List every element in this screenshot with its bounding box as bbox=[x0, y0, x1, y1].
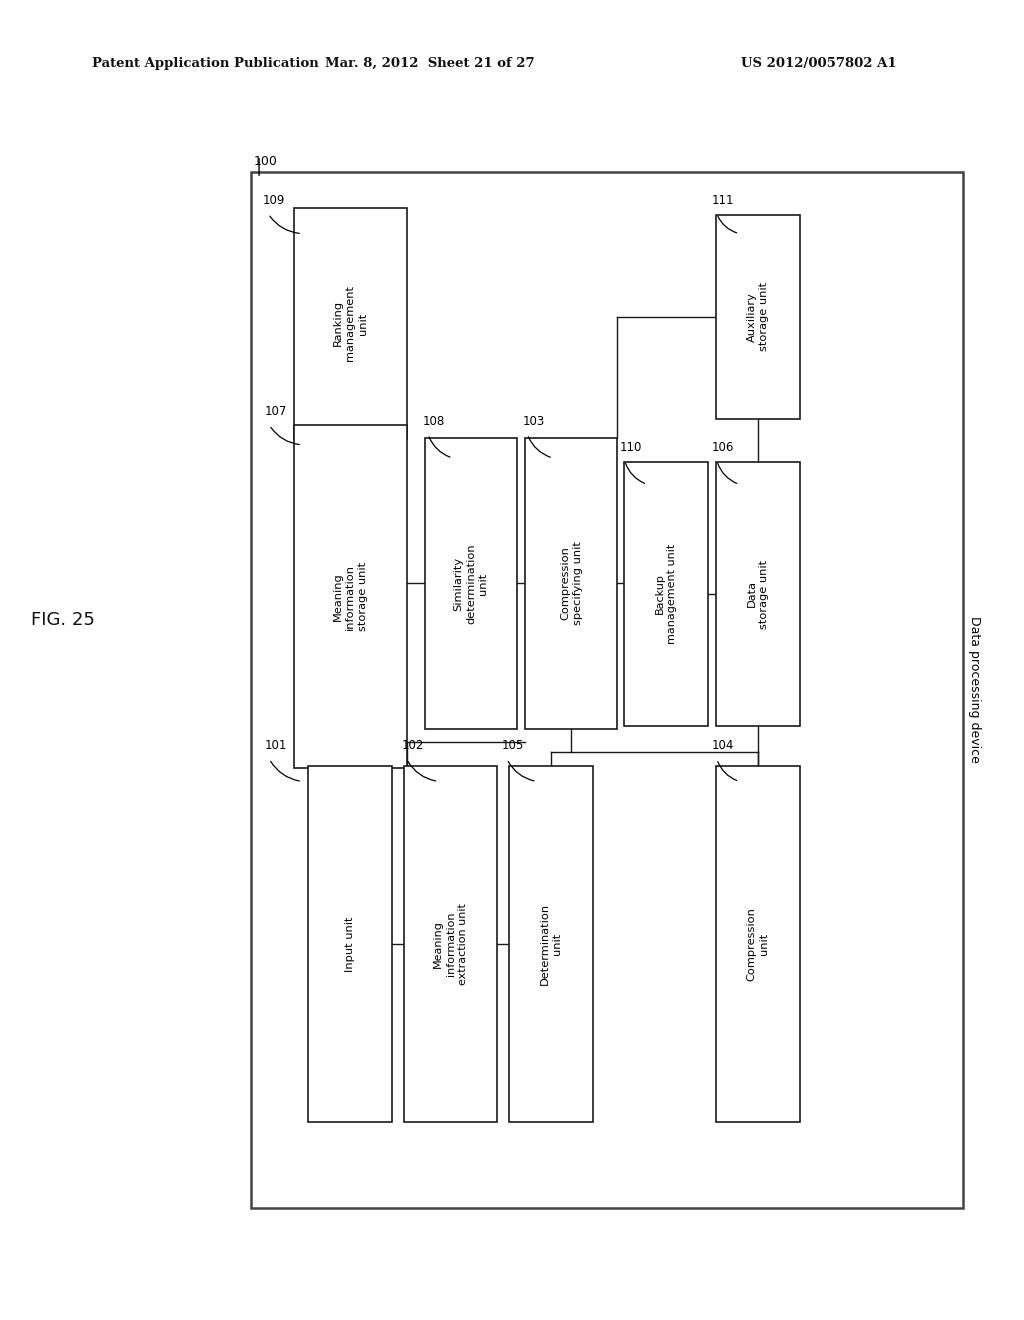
Text: Data
storage unit: Data storage unit bbox=[746, 560, 769, 628]
Text: 100: 100 bbox=[254, 154, 278, 168]
Text: Compression
specifying unit: Compression specifying unit bbox=[560, 541, 583, 626]
Bar bbox=[404, 766, 497, 1122]
Text: Meaning
information
extraction unit: Meaning information extraction unit bbox=[433, 903, 468, 985]
Text: US 2012/0057802 A1: US 2012/0057802 A1 bbox=[741, 57, 897, 70]
Bar bbox=[624, 462, 708, 726]
Text: Mar. 8, 2012  Sheet 21 of 27: Mar. 8, 2012 Sheet 21 of 27 bbox=[326, 57, 535, 70]
Bar bbox=[294, 207, 407, 438]
Text: 108: 108 bbox=[423, 414, 445, 428]
Bar bbox=[716, 462, 800, 726]
Bar bbox=[509, 766, 593, 1122]
Bar bbox=[425, 438, 517, 729]
Text: Backup
management unit: Backup management unit bbox=[654, 544, 677, 644]
Bar bbox=[294, 425, 407, 768]
Text: 110: 110 bbox=[620, 441, 642, 454]
Text: Similarity
determination
unit: Similarity determination unit bbox=[454, 543, 488, 624]
Text: 106: 106 bbox=[712, 441, 734, 454]
Bar bbox=[251, 172, 963, 1208]
Text: Ranking
management
unit: Ranking management unit bbox=[333, 285, 368, 362]
Text: Compression
unit: Compression unit bbox=[746, 907, 769, 981]
Text: Data processing device: Data processing device bbox=[968, 616, 981, 763]
Text: 109: 109 bbox=[263, 194, 286, 207]
Text: Determination
unit: Determination unit bbox=[540, 903, 562, 985]
Text: 103: 103 bbox=[522, 414, 545, 428]
Text: 102: 102 bbox=[401, 739, 424, 752]
Text: Input unit: Input unit bbox=[345, 916, 355, 972]
Text: Auxiliary
storage unit: Auxiliary storage unit bbox=[746, 282, 769, 351]
Text: 107: 107 bbox=[264, 405, 287, 418]
Bar bbox=[308, 766, 392, 1122]
Text: Meaning
information
storage unit: Meaning information storage unit bbox=[333, 562, 368, 631]
Text: 101: 101 bbox=[264, 739, 287, 752]
Bar bbox=[716, 214, 800, 420]
Bar bbox=[525, 438, 617, 729]
Text: 105: 105 bbox=[502, 739, 524, 752]
Text: Patent Application Publication: Patent Application Publication bbox=[92, 57, 318, 70]
Bar bbox=[716, 766, 800, 1122]
Text: 111: 111 bbox=[712, 194, 734, 207]
Text: 104: 104 bbox=[712, 739, 734, 752]
Text: FIG. 25: FIG. 25 bbox=[31, 611, 94, 630]
